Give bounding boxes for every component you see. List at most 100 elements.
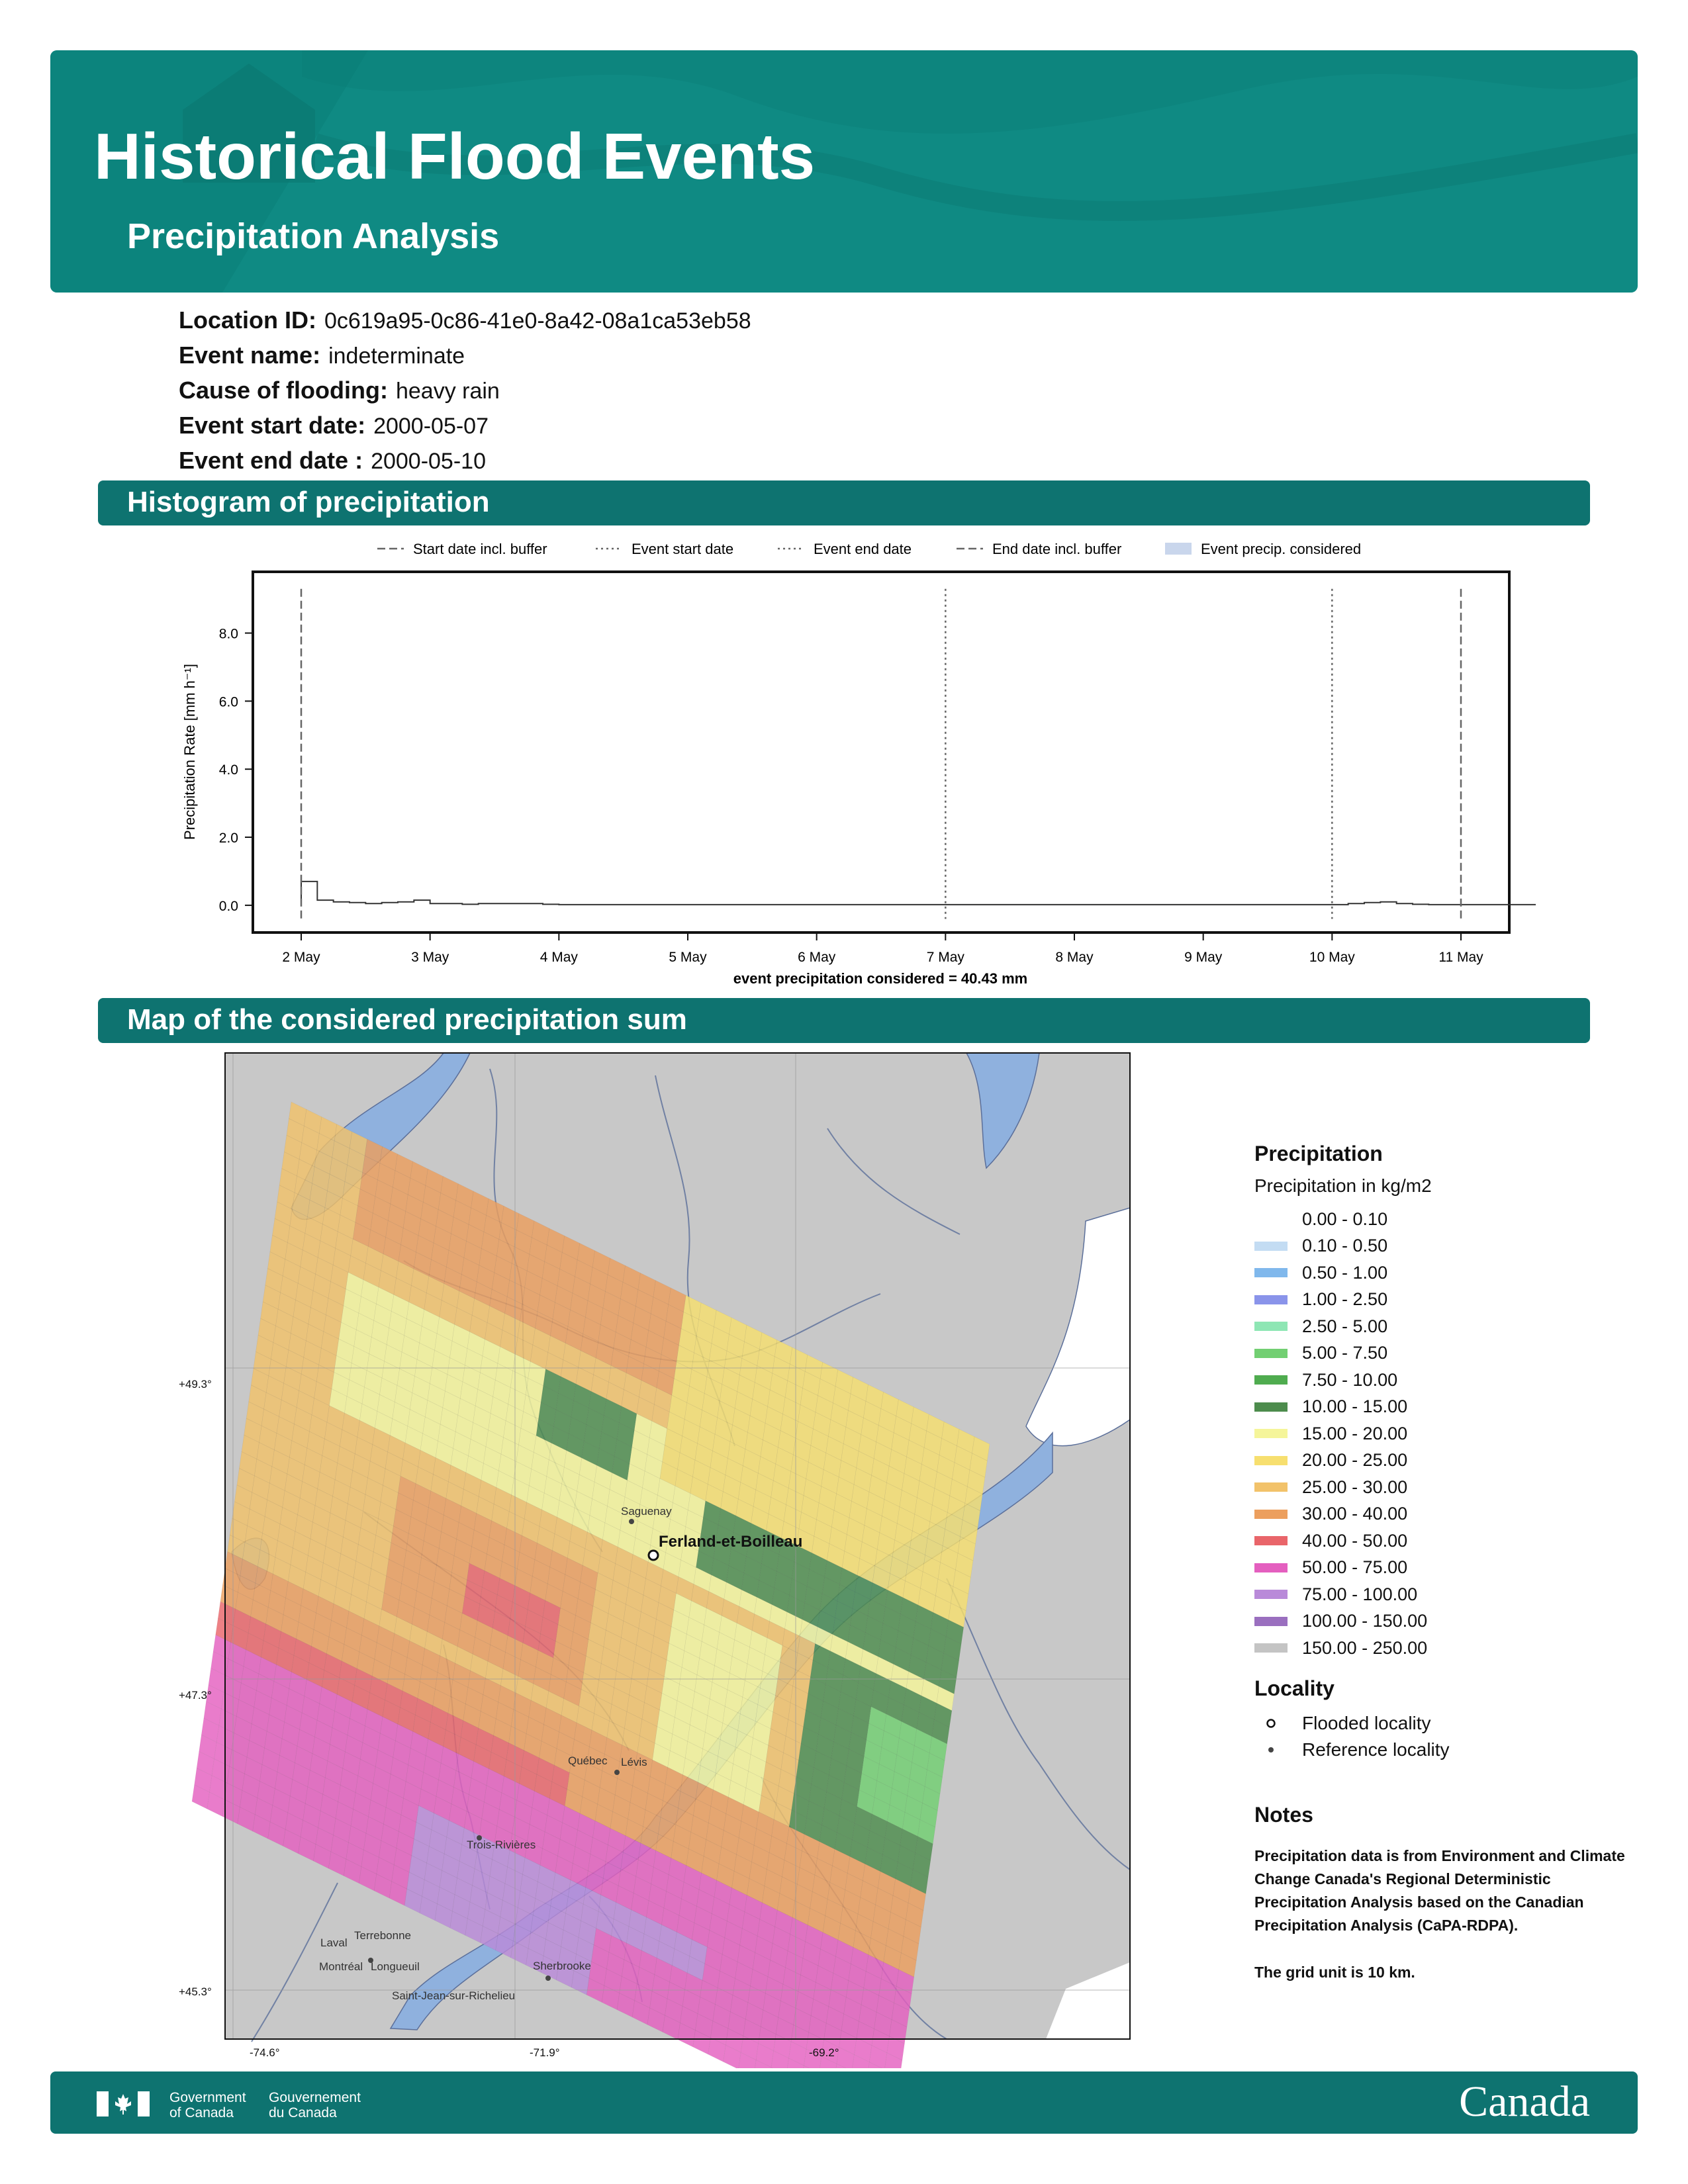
info-value: 2000-05-10 (371, 449, 486, 474)
precip-legend-label: 10.00 - 15.00 (1302, 1396, 1408, 1417)
precip-legend-label: 75.00 - 100.00 (1302, 1584, 1418, 1604)
canada-wordmark: Canada (1459, 2077, 1590, 2126)
locality-label-laval: Laval (320, 1936, 348, 1949)
precip-legend-label: 0.10 - 0.50 (1302, 1236, 1388, 1256)
legend-label: Reference locality (1302, 1739, 1450, 1760)
precip-legend-swatch (1254, 1643, 1288, 1653)
x-axis-label: event precipitation considered = 40.43 m… (733, 970, 1027, 987)
flooded-locality-label: Ferland-et-Boilleau (659, 1533, 802, 1551)
gov-fr-line2: du Canada (269, 2105, 337, 2120)
section-title: Map of the considered precipitation sum (127, 1003, 687, 1036)
precip-legend-swatch (1254, 1482, 1288, 1492)
info-key: Event name: (179, 341, 321, 369)
precip-grid-cell (852, 2054, 870, 2068)
map-legend-panel: Precipitation Precipitation in kg/m2 0.0… (1254, 1142, 1625, 2008)
info-value: heavy rain (395, 379, 500, 404)
page-title: Historical Flood Events (94, 120, 816, 193)
event-info: Location ID: 0c619a95-0c86-41e0-8a42-08a1… (179, 303, 751, 478)
precip-legend-item: 150.00 - 250.00 (1254, 1635, 1625, 1662)
precip-legend-item: 75.00 - 100.00 (1254, 1581, 1625, 1608)
locality-label-montreal: Montréal (319, 1960, 363, 1973)
precip-legend-swatch (1254, 1268, 1288, 1278)
lat-label: +49.3° (179, 1378, 212, 1390)
precipitation-map: +49.3° +47.3° +45.3° -74.6° -71.9° -69.2… (179, 1052, 1131, 2068)
y-tick-label: 8.0 (219, 627, 238, 642)
info-row-event-name: Event name: indeterminate (179, 338, 751, 373)
precipitation-histogram: Start date incl. buffer Event start date E… (181, 541, 1536, 987)
precip-legend-label: 0.00 - 0.10 (1302, 1208, 1388, 1229)
flooded-locality-marker (647, 1549, 659, 1561)
map-localities: Saguenay Ferland-et-Boilleau Québec Lévi… (319, 1505, 802, 2002)
info-row-cause: Cause of flooding: heavy rain (179, 373, 751, 408)
precip-legend-label: 2.50 - 5.00 (1302, 1316, 1388, 1336)
precip-legend-label: 50.00 - 75.00 (1302, 1557, 1408, 1578)
precip-legend-item: 10.00 - 15.00 (1254, 1394, 1625, 1421)
locality-label-quebec: Québec (568, 1754, 608, 1767)
precip-grid-cell (787, 2058, 804, 2068)
y-tick-label: 0.0 (219, 899, 238, 914)
plot-frame (252, 570, 1511, 934)
x-tick-label: 4 May (540, 950, 579, 965)
precip-legend-label: 5.00 - 7.50 (1302, 1343, 1388, 1363)
x-tick-label: 5 May (669, 950, 707, 965)
precip-grid-cell (738, 2052, 757, 2068)
header-banner: Historical Flood Events Precipitation An… (50, 50, 1638, 293)
legend-label: Event end date (814, 541, 912, 557)
precip-legend-swatch (1254, 1455, 1288, 1465)
y-axis-label: Precipitation Rate [mm h⁻¹] (181, 664, 198, 840)
x-tick-label: 3 May (411, 950, 449, 965)
precip-legend-swatch (1254, 1509, 1288, 1519)
precip-legend-item: 50.00 - 75.00 (1254, 1555, 1625, 1582)
map-graticule (225, 1053, 1130, 2039)
precip-legend-label: 15.00 - 20.00 (1302, 1423, 1408, 1443)
y-tick-label: 2.0 (219, 831, 238, 846)
locality-label-terrebonne: Terrebonne (354, 1929, 411, 1942)
legend-label: End date incl. buffer (992, 541, 1121, 557)
locality-label-longueuil: Longueuil (371, 1960, 420, 1973)
precip-legend-item: 30.00 - 40.00 (1254, 1501, 1625, 1528)
info-key: Cause of flooding: (179, 377, 388, 404)
precip-legend-classes: 0.00 - 0.10 0.10 - 0.50 0.50 - 1.00 1.00 - … (1254, 1206, 1625, 1662)
precip-grid-cell (804, 2048, 822, 2068)
lon-label: -74.6° (250, 2046, 280, 2059)
precip-legend-item: 2.50 - 5.00 (1254, 1313, 1625, 1340)
canada-flag-icon (97, 2091, 150, 2116)
precip-legend-label: 40.00 - 50.00 (1302, 1530, 1408, 1551)
precip-grid-cell (868, 2062, 882, 2068)
precip-legend-item: 1.00 - 2.50 (1254, 1287, 1625, 1314)
precip-legend-title: Precipitation (1254, 1142, 1383, 1165)
precip-legend-item: 15.00 - 20.00 (1254, 1420, 1625, 1447)
x-tick-label: 2 May (282, 950, 320, 965)
precip-legend-item: 0.00 - 0.10 (1254, 1206, 1625, 1233)
notes-grid-unit: The grid unit is 10 km. (1254, 1963, 1415, 1981)
precip-legend-item: 100.00 - 150.00 (1254, 1608, 1625, 1635)
legend-fill-icon (1165, 543, 1192, 555)
precip-grid-cell (835, 2064, 846, 2068)
precip-legend-swatch (1254, 1375, 1288, 1385)
legend-label: Event precip. considered (1201, 541, 1361, 557)
reference-locality-dot (477, 1835, 482, 1841)
notes-title: Notes (1254, 1802, 1313, 1827)
lat-label: +47.3° (179, 1689, 212, 1702)
precip-legend-swatch (1254, 1402, 1288, 1412)
precip-legend-label: 20.00 - 25.00 (1302, 1450, 1408, 1471)
precip-legend-item: 0.10 - 0.50 (1254, 1233, 1625, 1260)
info-row-location: Location ID: 0c619a95-0c86-41e0-8a42-08a1… (179, 303, 751, 338)
info-value: 0c619a95-0c86-41e0-8a42-08a1ca53eb58 (324, 308, 751, 334)
precip-grid-cell (771, 2050, 789, 2068)
precip-legend-swatch (1254, 1214, 1288, 1224)
legend-reference-locality: Reference locality (1254, 1737, 1625, 1763)
gov-en-line2: of Canada (169, 2105, 234, 2120)
precip-grid-cell (803, 2065, 810, 2068)
info-value: 2000-05-07 (373, 414, 489, 439)
precipitation-line (301, 880, 1536, 905)
locality-legend-title: Locality (1254, 1676, 1335, 1700)
notes-text: Precipitation data is from Environment a… (1254, 1846, 1625, 1934)
gov-en: Government of Canada (169, 2090, 246, 2120)
locality-label-sherbrooke: Sherbrooke (533, 1960, 591, 1972)
precip-legend-swatch (1254, 1241, 1288, 1251)
precip-grid-cell (884, 2052, 903, 2068)
precip-legend-swatch (1254, 1322, 1288, 1332)
legend-flooded-locality: Flooded locality (1254, 1710, 1625, 1737)
y-tick-label: 6.0 (219, 694, 238, 709)
